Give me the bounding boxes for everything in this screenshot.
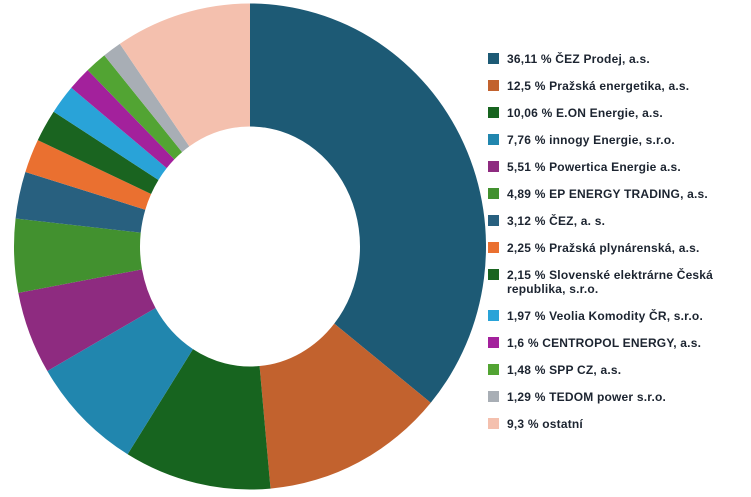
donut-slice <box>37 111 159 194</box>
legend-item: 7,76 % innogy Energie, s.r.o. <box>488 133 750 147</box>
donut-slice <box>47 308 193 455</box>
legend-label: 5,51 % Powertica Energie a.s. <box>507 160 681 174</box>
legend-swatch-icon <box>488 215 499 226</box>
legend-swatch-icon <box>488 269 499 280</box>
donut-slice <box>119 3 250 147</box>
legend-label: 7,76 % innogy Energie, s.r.o. <box>507 133 675 147</box>
legend-swatch-icon <box>488 161 499 172</box>
legend-label: 2,15 % Slovenské elektrárne Česká repub­… <box>507 268 714 296</box>
donut-slice <box>25 140 152 210</box>
legend-label: 1,48 % SPP CZ, a.s. <box>507 363 622 377</box>
legend-swatch-icon <box>488 134 499 145</box>
legend-label: 4,89 % EP ENERGY TRADING, a.s. <box>507 187 708 201</box>
donut-slice <box>13 218 143 293</box>
donut-slice <box>53 87 167 180</box>
legend-item: 3,12 % ČEZ, a. s. <box>488 214 750 228</box>
legend-swatch-icon <box>488 337 499 348</box>
legend-swatch-icon <box>488 310 499 321</box>
legend-label: 3,12 % ČEZ, a. s. <box>507 214 606 228</box>
donut-slice <box>18 269 156 372</box>
donut-chart <box>13 3 487 490</box>
legend-label: 1,97 % Veolia Komodity ČR, s.r.o. <box>507 309 703 323</box>
legend-swatch-icon <box>488 418 499 429</box>
legend-item: 10,06 % E.ON Energie, a.s. <box>488 106 750 120</box>
legend-item: 9,3 % ostatní <box>488 417 750 431</box>
donut-slice <box>127 349 271 490</box>
legend-item: 2,25 % Pražská plynárenská, a.s. <box>488 241 750 255</box>
legend-swatch-icon <box>488 364 499 375</box>
legend-item: 1,29 % TEDOM power s.r.o. <box>488 390 750 404</box>
legend-item: 1,97 % Veolia Komodity ČR, s.r.o. <box>488 309 750 323</box>
legend-label: 36,11 % ČEZ Prodej, a.s. <box>507 52 650 66</box>
legend-item: 4,89 % EP ENERGY TRADING, a.s. <box>488 187 750 201</box>
legend-label: 10,06 % E.ON Energie, a.s. <box>507 106 663 120</box>
legend-swatch-icon <box>488 53 499 64</box>
legend-swatch-icon <box>488 391 499 402</box>
donut-slice <box>71 70 175 169</box>
legend-label: 12,5 % Pražská energetika, a.s. <box>507 79 690 93</box>
donut-slice <box>104 43 190 153</box>
legend-swatch-icon <box>488 242 499 253</box>
legend-item: 1,6 % CENTROPOL ENERGY, a.s. <box>488 336 750 350</box>
legend-swatch-icon <box>488 107 499 118</box>
legend-item: 5,51 % Powertica Energie a.s. <box>488 160 750 174</box>
legend-label: 1,6 % CENTROPOL ENERGY, a.s. <box>507 336 702 350</box>
legend-item: 1,48 % SPP CZ, a.s. <box>488 363 750 377</box>
donut-slice <box>250 3 487 403</box>
legend-label: 9,3 % ostatní <box>507 417 583 431</box>
legend-item: 2,15 % Slovenské elektrárne Česká repub­… <box>488 268 750 296</box>
donut-slice <box>87 55 183 160</box>
legend-swatch-icon <box>488 188 499 199</box>
donut-slice <box>259 323 431 489</box>
donut-slice <box>15 172 146 233</box>
legend-item: 12,5 % Pražská energetika, a.s. <box>488 79 750 93</box>
legend: 36,11 % ČEZ Prodej, a.s. 12,5 % Pražská … <box>488 52 750 444</box>
legend-label: 1,29 % TEDOM power s.r.o. <box>507 390 667 404</box>
legend-swatch-icon <box>488 80 499 91</box>
legend-item: 36,11 % ČEZ Prodej, a.s. <box>488 52 750 66</box>
legend-label: 2,25 % Pražská plynárenská, a.s. <box>507 241 700 255</box>
